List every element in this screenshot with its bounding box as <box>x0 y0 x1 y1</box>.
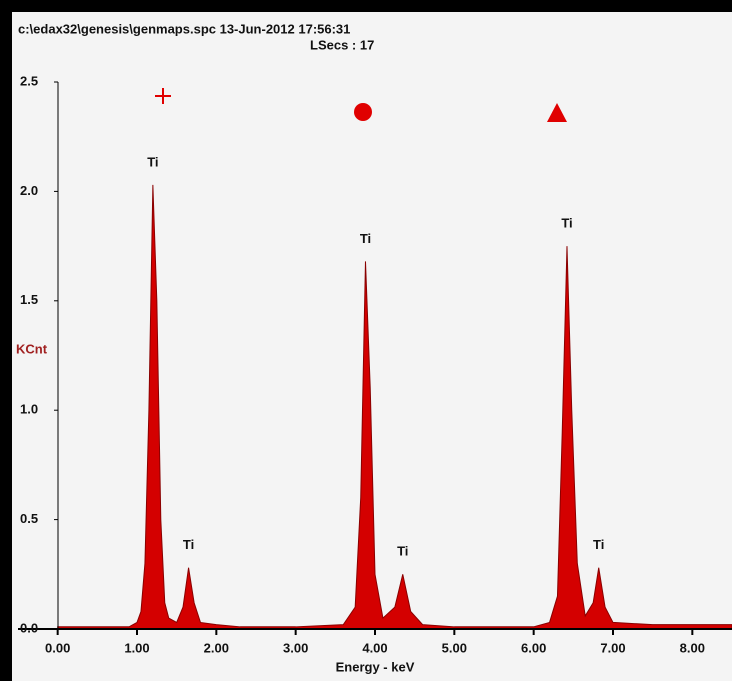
marker-circle <box>354 103 372 121</box>
frame-left <box>0 0 12 681</box>
x-tick-label: 8.00 <box>680 640 705 655</box>
x-tick-label: 2.00 <box>204 640 229 655</box>
peak-label: Ti <box>561 216 572 231</box>
peak-label: Ti <box>593 537 604 552</box>
y-tick-label: 1.0 <box>20 402 38 417</box>
region-markers <box>155 88 567 122</box>
y-tick-label: 2.5 <box>20 73 38 88</box>
x-tick-label: 7.00 <box>600 640 625 655</box>
header-title: c:\edax32\genesis\genmaps.spc 13-Jun-201… <box>18 21 350 36</box>
x-tick-label: 6.00 <box>521 640 546 655</box>
y-tick-label: 1.5 <box>20 292 38 307</box>
frame-top <box>0 0 732 12</box>
x-tick-label: 0.00 <box>45 640 70 655</box>
peak-label: Ti <box>183 537 194 552</box>
y-tick-label: 0.0 <box>20 620 38 635</box>
y-axis-label: KCnt <box>16 341 48 356</box>
marker-triangle <box>547 103 567 122</box>
y-tick-label: 0.5 <box>20 511 38 526</box>
marker-plus <box>155 88 171 104</box>
header-subtitle: LSecs : 17 <box>310 37 374 52</box>
x-tick-label: 3.00 <box>283 640 308 655</box>
peak-label: Ti <box>397 544 408 559</box>
x-axis-label: Energy - keV <box>336 659 415 674</box>
spectrum-area <box>57 184 732 630</box>
x-tick-label: 4.00 <box>362 640 387 655</box>
x-tick-label: 5.00 <box>442 640 467 655</box>
peak-label: Ti <box>360 231 371 246</box>
y-tick-label: 2.0 <box>20 183 38 198</box>
peak-label: Ti <box>147 154 158 169</box>
x-tick-label: 1.00 <box>124 640 149 655</box>
